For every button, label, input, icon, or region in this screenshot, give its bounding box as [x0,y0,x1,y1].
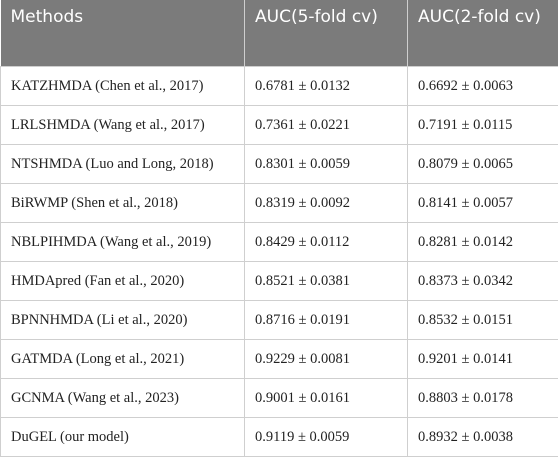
auc-cell: 0.7191 ± 0.0115 [407,105,558,145]
method-cell: NBLPIHMDA (Wang et al., 2019) [0,222,245,262]
table-row: NTSHMDA (Luo and Long, 2018) 0.8301 ± 0.0… [0,144,558,184]
method-cell: BiRWMP (Shen et al., 2018) [0,183,245,223]
auc-cell: 0.7361 ± 0.0221 [244,105,408,145]
auc-cell: 0.8373 ± 0.0342 [407,261,558,301]
table-row: BiRWMP (Shen et al., 2018) 0.8319 ± 0.009… [0,183,558,223]
table-row: BPNNHMDA (Li et al., 2020) 0.8716 ± 0.019… [0,300,558,340]
auc-cell: 0.8319 ± 0.0092 [244,183,408,223]
table-row: HMDApred (Fan et al., 2020) 0.8521 ± 0.03… [0,261,558,301]
auc-cell: 0.9001 ± 0.0161 [244,378,408,418]
header-row: Methods AUC(5-fold cv) AUC(2-fold cv) [0,0,558,67]
auc-cell: 0.6692 ± 0.0063 [407,66,558,106]
header-cell: AUC(5-fold cv) [244,0,408,67]
table-row: GATMDA (Long et al., 2021) 0.9229 ± 0.008… [0,339,558,379]
auc-cell: 0.9201 ± 0.0141 [407,339,558,379]
table-row: KATZHMDA (Chen et al., 2017) 0.6781 ± 0.0… [0,66,558,106]
header-cell: AUC(2-fold cv) [407,0,558,67]
header-cell: Methods [0,0,245,67]
method-cell: KATZHMDA (Chen et al., 2017) [0,66,245,106]
method-cell: NTSHMDA (Luo and Long, 2018) [0,144,245,184]
method-cell: GCNMA (Wang et al., 2023) [0,378,245,418]
auc-cell: 0.8716 ± 0.0191 [244,300,408,340]
auc-cell: 0.9229 ± 0.0081 [244,339,408,379]
auc-cell: 0.8521 ± 0.0381 [244,261,408,301]
table-row: DuGEL (our model) 0.9119 ± 0.0059 0.8932 ±… [0,417,558,457]
method-cell: BPNNHMDA (Li et al., 2020) [0,300,245,340]
auc-cell: 0.6781 ± 0.0132 [244,66,408,106]
table-row: NBLPIHMDA (Wang et al., 2019) 0.8429 ± 0.… [0,222,558,262]
method-cell: DuGEL (our model) [0,417,245,457]
auc-cell: 0.8281 ± 0.0142 [407,222,558,262]
auc-cell: 0.8803 ± 0.0178 [407,378,558,418]
table-body: KATZHMDA (Chen et al., 2017) 0.6781 ± 0.0… [0,66,558,457]
auc-cell: 0.8301 ± 0.0059 [244,144,408,184]
auc-cell: 0.8141 ± 0.0057 [407,183,558,223]
auc-cell: 0.8532 ± 0.0151 [407,300,558,340]
table-row: LRLSHMDA (Wang et al., 2017) 0.7361 ± 0.0… [0,105,558,145]
auc-cell: 0.8932 ± 0.0038 [407,417,558,457]
method-cell: LRLSHMDA (Wang et al., 2017) [0,105,245,145]
method-cell: GATMDA (Long et al., 2021) [0,339,245,379]
auc-cell: 0.8429 ± 0.0112 [244,222,408,262]
auc-cell: 0.9119 ± 0.0059 [244,417,408,457]
table-row: GCNMA (Wang et al., 2023) 0.9001 ± 0.0161… [0,378,558,418]
method-cell: HMDApred (Fan et al., 2020) [0,261,245,301]
auc-cell: 0.8079 ± 0.0065 [407,144,558,184]
